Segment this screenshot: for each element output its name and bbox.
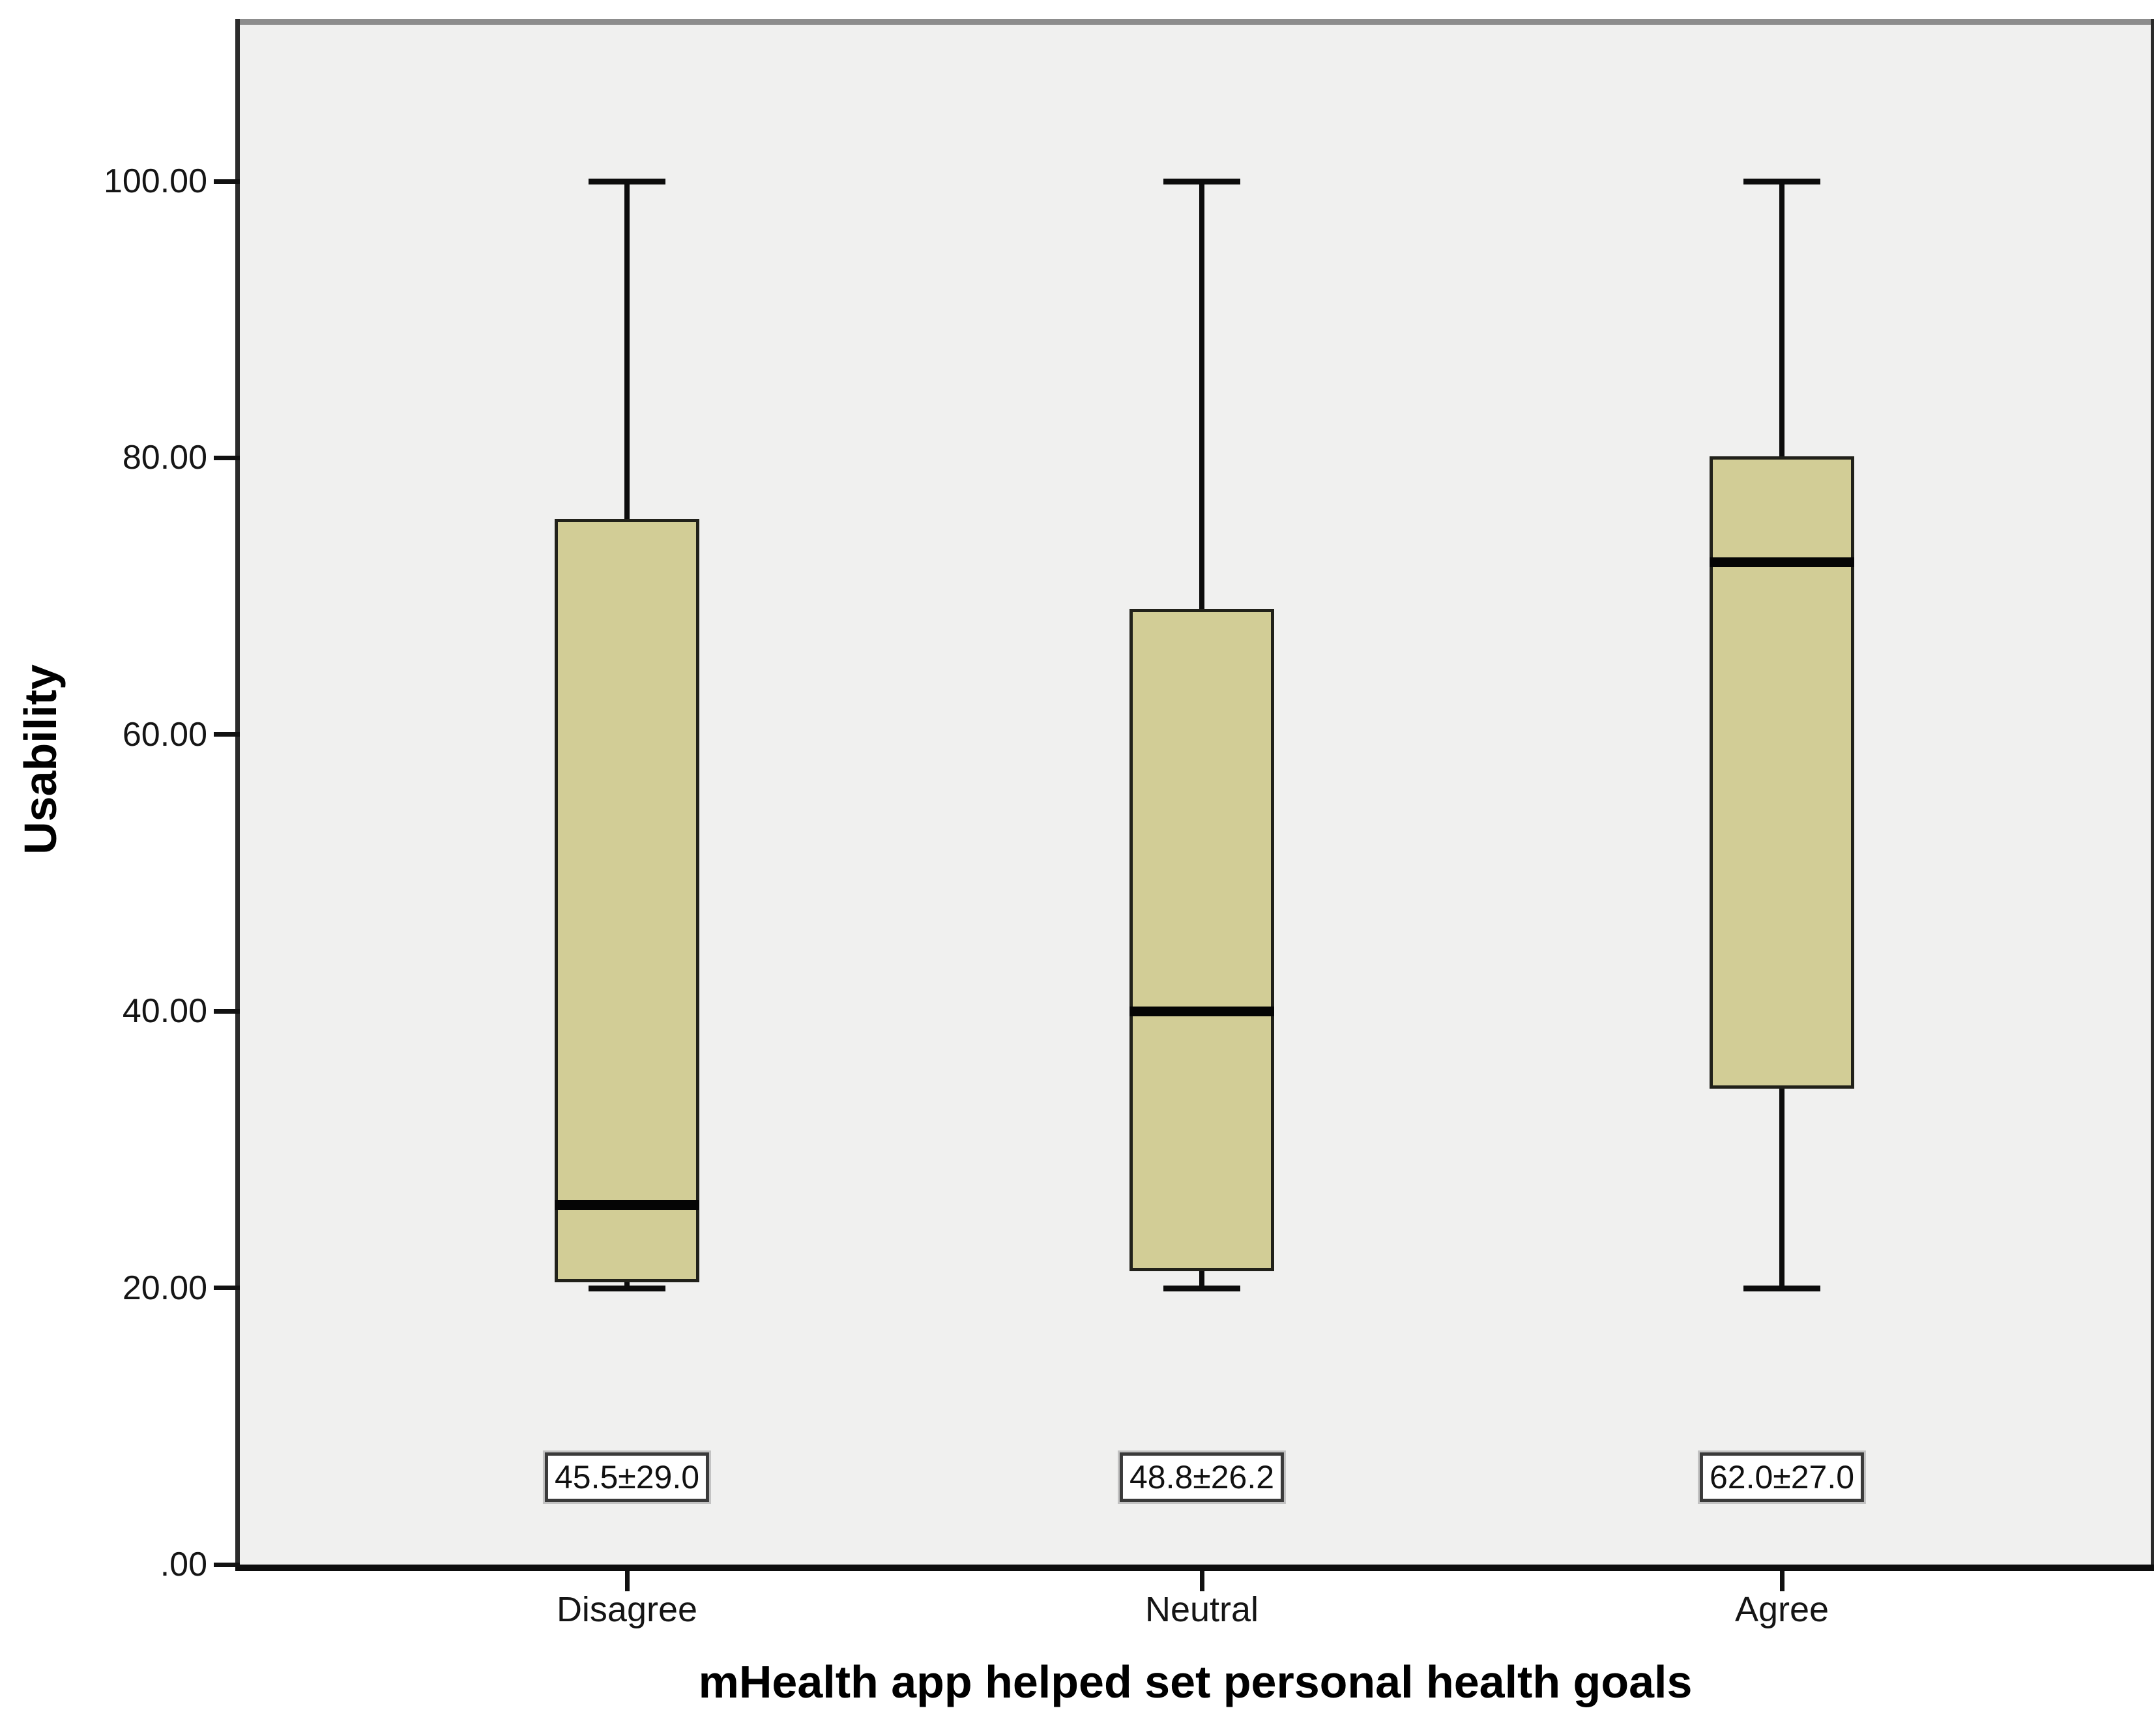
mean-sd-annotation: 48.8±26.2 [1119,1452,1285,1502]
median-line [1710,557,1854,567]
median-line [555,1200,699,1211]
interquartile-box [1710,456,1854,1089]
y-axis-line [235,19,240,1571]
x-axis-line [235,1565,2154,1571]
y-tick-label: .00 [160,1546,207,1583]
y-tick-label: 100.00 [103,162,207,200]
x-tick-mark [624,1571,630,1591]
upper-whisker-line [624,181,630,520]
plot-frame-right-border [2151,19,2154,1571]
y-tick-mark [214,455,240,460]
mean-sd-annotation: 45.5±29.0 [544,1452,710,1502]
y-tick-mark [214,1008,240,1014]
interquartile-box [1129,608,1274,1271]
mean-sd-annotation: 62.0±27.0 [1699,1452,1865,1502]
y-tick-label: 40.00 [122,992,207,1031]
upper-whisker-line [1199,181,1204,610]
upper-whisker-cap [1163,179,1240,184]
interquartile-box [555,518,699,1282]
plot-frame-top-border [235,19,2153,25]
category-label: Disagree [556,1590,698,1629]
x-tick-mark [1779,1571,1785,1591]
category-label: Neutral [1144,1590,1259,1629]
y-tick-mark [214,732,240,737]
lower-whisker-cap [1743,1285,1820,1291]
category-label: Agree [1734,1590,1829,1629]
y-tick-label: 80.00 [122,439,207,477]
lower-whisker-cap [1163,1285,1240,1291]
y-axis-title: Usability [15,664,66,855]
x-axis-title: mHealth app helped set personal health g… [698,1656,1693,1707]
x-tick-mark [1199,1571,1204,1591]
median-line [1129,1007,1274,1017]
lower-whisker-line [1779,1087,1785,1288]
y-tick-mark [214,1562,240,1567]
upper-whisker-line [1779,181,1785,458]
y-tick-label: 20.00 [122,1269,207,1307]
lower-whisker-line [624,1280,630,1288]
plot-area: .00 20.00 40.00 60.00 80.00 100.00 45.5±29.0 D… [104,19,2154,1628]
lower-whisker-line [1199,1270,1204,1288]
y-tick-label: 60.00 [122,715,207,754]
upper-whisker-cap [1743,179,1820,184]
y-tick-mark [214,179,240,184]
lower-whisker-cap [589,1285,665,1291]
upper-whisker-cap [589,179,665,184]
y-tick-mark [214,1286,240,1291]
